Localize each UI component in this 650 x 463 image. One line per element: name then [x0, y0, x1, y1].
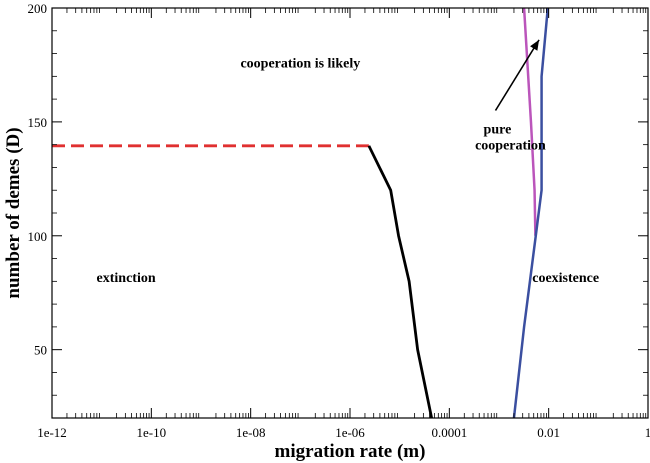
x-axis-title: migration rate (m) [275, 441, 426, 462]
series-line-2 [367, 145, 433, 419]
y-tick-label: 150 [28, 115, 48, 130]
y-tick-label: 100 [28, 229, 48, 244]
x-tick-label: 0.01 [537, 425, 560, 440]
series-layer [52, 7, 550, 419]
annotation-label: cooperation [475, 139, 546, 154]
annotation-layer: cooperation is likely extinction purecoope… [97, 39, 599, 286]
y-tick-label: 200 [28, 1, 48, 16]
annotation-label: pure [484, 123, 512, 138]
y-axis-title: number of demes (D) [3, 127, 24, 298]
x-tick-label: 0.0001 [431, 425, 467, 440]
series-line-4 [512, 7, 550, 419]
annotation-label: cooperation is likely [240, 57, 360, 72]
ticks-layer: 1e-12 1e-10 1e-08 1e-06 0.0001 0.01 1501001502… [28, 1, 650, 440]
x-tick-label: 1e-10 [137, 425, 167, 440]
arrow-head [530, 39, 540, 51]
arrow-line [494, 39, 540, 111]
series-line-3 [522, 7, 537, 236]
annotation-label: coexistence [532, 271, 599, 286]
x-tick-label: 1e-12 [37, 425, 67, 440]
y-tick-label: 50 [34, 343, 47, 358]
x-tick-label: 1e-06 [335, 425, 365, 440]
annotation-label: extinction [97, 271, 156, 286]
x-tick-label: 1e-08 [236, 425, 266, 440]
x-tick-label: 1 [645, 425, 650, 440]
